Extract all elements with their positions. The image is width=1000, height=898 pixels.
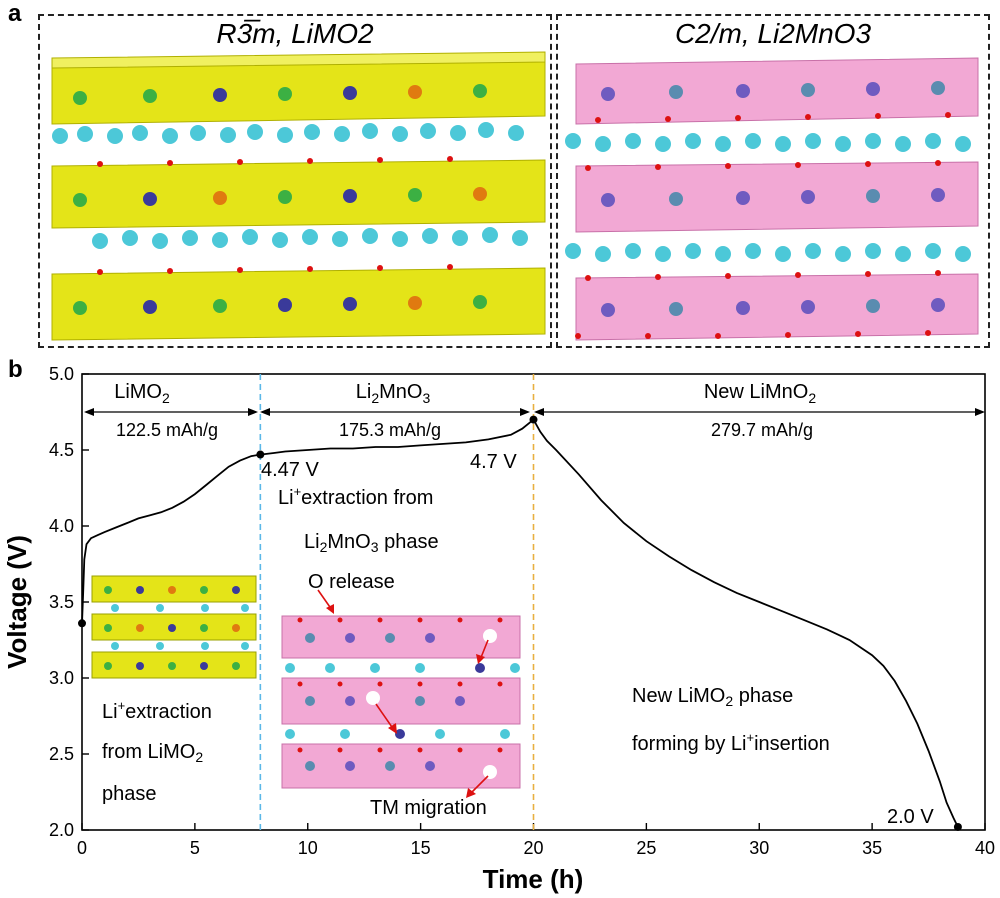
region-capacity-li2mno3: 175.3 mAh/g — [339, 420, 441, 440]
li2mno3-structure-title: C2/m, Li2MnO3 — [674, 18, 872, 49]
x-tick-label: 0 — [77, 838, 87, 858]
limo2-structure-image — [51, 51, 546, 341]
marker-label-4-47v: 4.47 V — [261, 459, 319, 481]
y-tick-label: 2.5 — [49, 744, 74, 764]
curve-markers — [78, 415, 962, 831]
annotation-li-extraction-limo2-line3: phase — [102, 783, 157, 805]
x-tick-label: 10 — [298, 838, 318, 858]
x-tick-label: 30 — [749, 838, 769, 858]
annotation-li-extraction-limo2-line2: from LiMO2 — [102, 741, 203, 765]
panel-label-a: a — [8, 0, 22, 27]
voltage-curve — [81, 418, 959, 828]
layered-slab-3 — [51, 264, 546, 341]
y-tick-label: 5.0 — [49, 364, 74, 384]
limo2-structure-title: R3̅m, LiMO2 — [216, 18, 374, 49]
x-tick-label: 25 — [636, 838, 656, 858]
y-tick-label: 4.0 — [49, 516, 74, 536]
inset-li2mno3-structure — [281, 615, 521, 789]
region-capacity-new-limno2: 279.7 mAh/g — [711, 420, 813, 440]
annotation-li-extraction-li2mno3-line1: Li+extraction from — [278, 484, 433, 509]
x-axis-title: Time (h) — [483, 864, 584, 894]
limo2-structure-panel: R3̅m, LiMO2 — [38, 14, 552, 348]
panel-label-b: b — [8, 356, 23, 383]
li2mno3-slab-3 — [575, 270, 979, 341]
li-layer-1 — [52, 122, 524, 144]
y-axis-title: Voltage (V) — [2, 535, 32, 669]
curve-point-marker — [256, 450, 265, 459]
annotation-tm-migration: TM migration — [370, 797, 487, 819]
phase-boundaries — [259, 374, 535, 830]
annotation-li-extraction-limo2-line1: Li+extraction — [102, 698, 212, 723]
region-capacity-limo2: 122.5 mAh/g — [116, 420, 218, 440]
voltage-time-chart: Voltage (V) Time (h) 0 5 10 15 20 25 30 35 40 2.0… — [2, 364, 995, 894]
annotation-new-phase-line1: New LiMO2 phase — [632, 685, 793, 709]
layered-slab-1 — [51, 51, 546, 125]
li2mno3-structure-panel: C2/m, Li2MnO3 — [556, 14, 990, 348]
x-tick-label: 35 — [862, 838, 882, 858]
li2mno3-li-layer-1 — [565, 133, 971, 152]
li2mno3-li-layer-2 — [565, 243, 971, 262]
annotation-new-phase-line2: forming by Li+insertion — [632, 730, 830, 755]
region-label-new-limno2: New LiMnO2 — [704, 381, 816, 406]
annotation-li-extraction-li2mno3-line2: Li2MnO3 phase — [304, 531, 439, 555]
marker-label-2-0v: 2.0 V — [887, 806, 934, 828]
curve-point-marker — [78, 619, 86, 628]
li2mno3-structure-image — [565, 57, 979, 341]
curve-point-marker — [529, 415, 538, 424]
y-tick-label: 3.0 — [49, 668, 74, 688]
marker-label-4-7v: 4.7 V — [470, 451, 517, 473]
x-tick-label: 20 — [523, 838, 543, 858]
y-tick-label: 4.5 — [49, 440, 74, 460]
red-arrows — [317, 589, 489, 798]
axis-ticks: 0 5 10 15 20 25 30 35 40 2.0 2.5 3.0 3.5 4.0 4.5 5.0 — [49, 364, 995, 858]
annotation-o-release: O release — [308, 571, 395, 593]
region-label-limo2: LiMO2 — [114, 381, 170, 406]
x-tick-label: 15 — [411, 838, 431, 858]
region-labels: LiMO2 122.5 mAh/g Li2MnO3 175.3 mAh/g Ne… — [84, 381, 985, 440]
li2mno3-slab-1 — [575, 57, 979, 125]
layered-slab-2 — [51, 156, 546, 229]
x-tick-label: 40 — [975, 838, 995, 858]
inset-limo2-structure — [91, 575, 257, 679]
y-tick-label: 3.5 — [49, 592, 74, 612]
region-label-li2mno3: Li2MnO3 — [356, 381, 431, 406]
li-layer-2 — [92, 227, 528, 249]
curve-point-marker — [953, 822, 962, 831]
annotations: Li+extraction from LiMO2 phase Li+extrac… — [102, 484, 830, 819]
x-tick-label: 5 — [190, 838, 200, 858]
y-tick-label: 2.0 — [49, 820, 74, 840]
li2mno3-slab-2 — [575, 160, 979, 233]
